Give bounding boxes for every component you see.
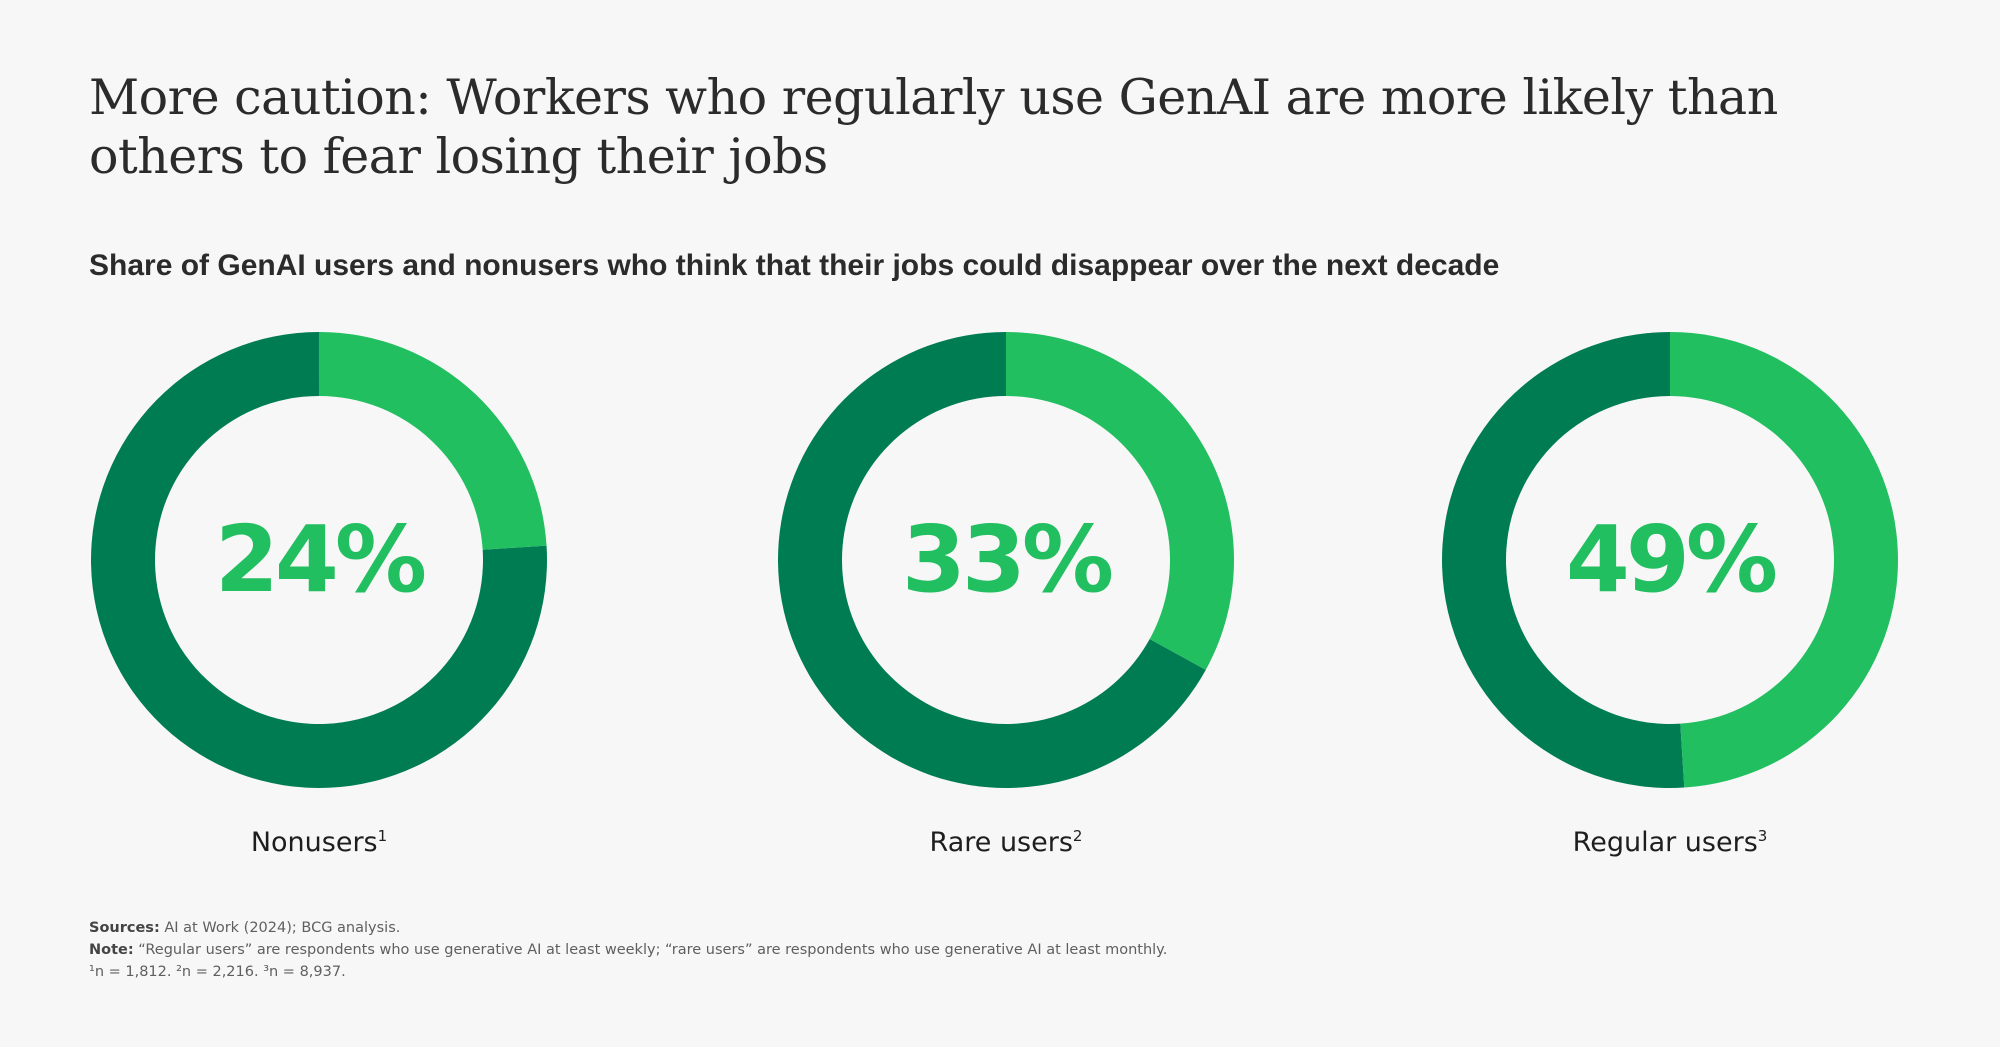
note-line: Note: “Regular users” are respondents wh…: [89, 939, 1167, 961]
sources-line: Sources: AI at Work (2024); BCG analysis…: [89, 917, 1167, 939]
donut-segment-rest: [1441, 332, 1685, 788]
category-label-rare-users: Rare users2: [776, 825, 1236, 861]
value-label: 24%: [214, 506, 427, 613]
donut-segment-value: [319, 332, 547, 550]
category-label-nonusers: Nonusers1: [89, 825, 549, 861]
donut-regular-users: 49%: [1440, 330, 1900, 790]
donut-chart-nonusers: [90, 332, 547, 788]
footnote-marker: 1: [377, 827, 388, 845]
footer: Sources: AI at Work (2024); BCG analysis…: [89, 917, 1167, 983]
footnote-marker: 2: [1072, 827, 1083, 845]
donut-segment-rest: [778, 332, 1206, 788]
sample-sizes: ¹n = 1,812. ²n = 2,216. ³n = 8,937.: [89, 964, 346, 980]
category-name: Rare users: [929, 827, 1073, 858]
donut-segment-value: [1670, 332, 1898, 788]
value-label: 49%: [1565, 506, 1778, 613]
donut-rare-users: 33%: [776, 330, 1236, 790]
sources-label: Sources:: [89, 920, 160, 936]
donut-nonusers: 24%: [89, 330, 549, 790]
chart-subtitle: Share of GenAI users and nonusers who th…: [89, 249, 1500, 282]
donut-chart-regular-users: [1441, 332, 1898, 788]
category-name: Nonusers: [250, 827, 378, 858]
donut-chart-rare-users: [778, 332, 1234, 788]
note-text: “Regular users” are respondents who use …: [133, 942, 1168, 958]
value-label: 33%: [901, 506, 1114, 613]
sources-text: AI at Work (2024); BCG analysis.: [159, 920, 401, 936]
note-label: Note:: [89, 942, 134, 958]
page-title: More caution: Workers who regularly use …: [89, 69, 1778, 185]
category-label-regular-users: Regular users3: [1440, 825, 1900, 861]
footnote-marker: 3: [1757, 827, 1768, 845]
donut-segment-value: [1006, 332, 1234, 670]
category-name: Regular users: [1572, 827, 1758, 858]
